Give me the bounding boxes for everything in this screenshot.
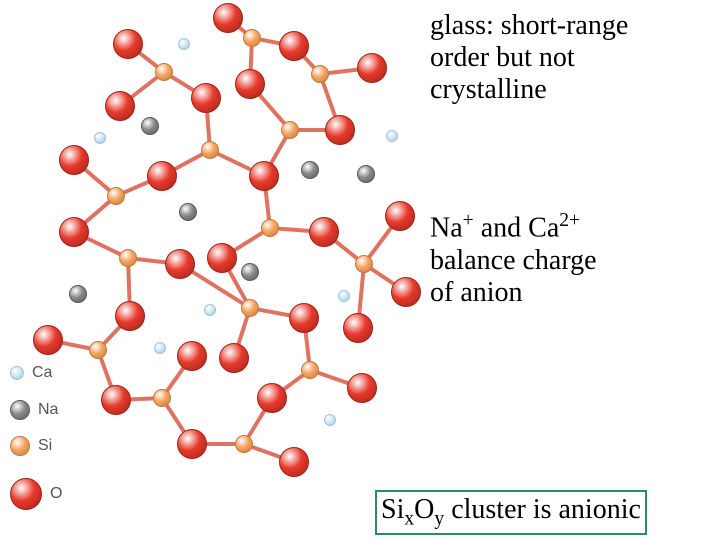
- atom-o: [177, 341, 207, 371]
- caption-charge: Na+ and Ca2+balance chargeof anion: [430, 210, 597, 309]
- atom-o: [235, 69, 265, 99]
- atom-o: [207, 243, 237, 273]
- atom-si: [201, 141, 219, 159]
- atom-si: [281, 121, 299, 139]
- atom-o: [249, 161, 279, 191]
- atom-si: [243, 29, 261, 47]
- atom-ca: [324, 414, 336, 426]
- atom-si: [89, 341, 107, 359]
- text-line: glass: short-range: [430, 10, 628, 42]
- atom-ca: [204, 304, 216, 316]
- atom-ca: [338, 290, 350, 302]
- atom-o: [177, 429, 207, 459]
- atom-o: [219, 343, 249, 373]
- atom-si: [241, 299, 259, 317]
- atom-na: [69, 285, 87, 303]
- atom-si: [261, 219, 279, 237]
- atom-na: [241, 263, 259, 281]
- legend-item-o: O: [10, 478, 62, 510]
- atom-o: [105, 91, 135, 121]
- atom-o: [257, 383, 287, 413]
- atom-o: [357, 53, 387, 83]
- atom-o: [59, 217, 89, 247]
- atom-na: [179, 203, 197, 221]
- atom-o: [347, 373, 377, 403]
- caption-glass: glass: short-rangeorder but notcrystalli…: [430, 10, 628, 107]
- legend-dot-icon: [10, 436, 30, 456]
- caption-anionic: SixOy cluster is anionic: [375, 490, 647, 535]
- atom-o: [279, 31, 309, 61]
- text-line: order but not: [430, 42, 628, 74]
- legend-item-si: Si: [10, 436, 52, 456]
- atom-o: [309, 217, 339, 247]
- atom-o: [343, 313, 373, 343]
- legend-label: Ca: [32, 364, 52, 381]
- atom-si: [119, 249, 137, 267]
- atom-si: [301, 361, 319, 379]
- atom-o: [147, 161, 177, 191]
- atom-o: [391, 277, 421, 307]
- legend-label: Si: [38, 437, 52, 454]
- atom-si: [235, 435, 253, 453]
- atom-ca: [178, 38, 190, 50]
- atom-o: [165, 249, 195, 279]
- atom-si: [153, 389, 171, 407]
- atom-si: [107, 187, 125, 205]
- legend-dot-icon: [10, 400, 30, 420]
- atom-o: [325, 115, 355, 145]
- atom-ca: [154, 342, 166, 354]
- atom-si: [155, 63, 173, 81]
- atom-na: [301, 161, 319, 179]
- atom-o: [385, 201, 415, 231]
- atom-o: [213, 3, 243, 33]
- legend-label: O: [50, 485, 62, 502]
- legend-dot-icon: [10, 478, 42, 510]
- atom-o: [113, 29, 143, 59]
- legend-item-na: Na: [10, 400, 58, 420]
- atom-o: [279, 447, 309, 477]
- atom-o: [59, 145, 89, 175]
- legend-item-ca: Ca: [10, 364, 52, 382]
- atom-o: [33, 325, 63, 355]
- legend-label: Na: [38, 401, 58, 418]
- atom-o: [101, 385, 131, 415]
- atom-si: [355, 255, 373, 273]
- text-line: crystalline: [430, 74, 628, 106]
- atom-ca: [94, 132, 106, 144]
- atom-ca: [386, 130, 398, 142]
- atom-na: [141, 117, 159, 135]
- atom-o: [115, 301, 145, 331]
- legend-dot-icon: [10, 366, 24, 380]
- diagram-stage: glass: short-rangeorder but notcrystalli…: [0, 0, 720, 540]
- atom-si: [311, 65, 329, 83]
- atom-o: [191, 83, 221, 113]
- atom-na: [357, 165, 375, 183]
- atom-o: [289, 303, 319, 333]
